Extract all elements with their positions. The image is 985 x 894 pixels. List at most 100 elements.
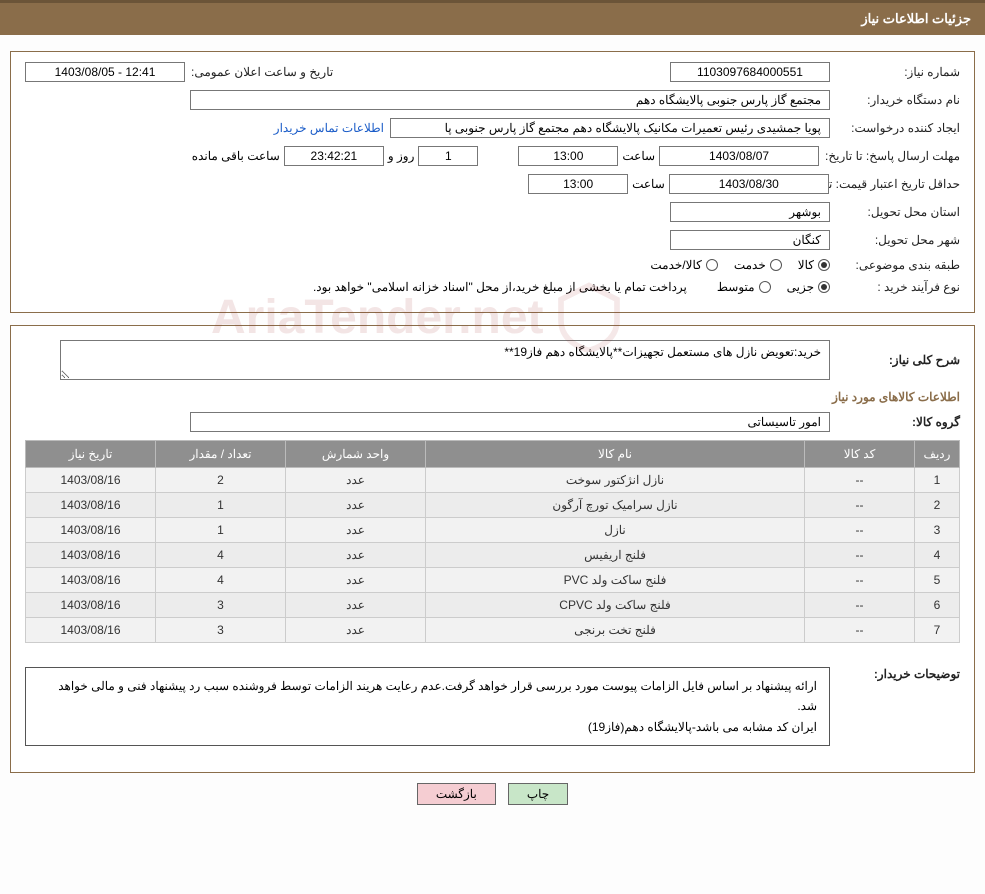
- deadline-date: 1403/08/07: [659, 146, 819, 166]
- cell-unit: عدد: [286, 518, 426, 543]
- buyer-org-label: نام دستگاه خریدار:: [830, 93, 960, 107]
- group-value: امور تاسیساتی: [190, 412, 830, 432]
- table-row: 1--نازل انژکتور سوختعدد21403/08/16: [26, 468, 960, 493]
- buyer-org-value: مجتمع گاز پارس جنوبی پالایشگاه دهم: [190, 90, 830, 110]
- group-label: گروه کالا:: [830, 415, 960, 429]
- cell-qty: 1: [156, 493, 286, 518]
- print-button[interactable]: چاپ: [508, 783, 568, 805]
- table-row: 3--نازلعدد11403/08/16: [26, 518, 960, 543]
- row-group: گروه کالا: امور تاسیساتی: [25, 412, 960, 432]
- table-row: 2--نازل سرامیک تورچ آرگونعدد11403/08/16: [26, 493, 960, 518]
- validity-time: 13:00: [528, 174, 628, 194]
- cell-idx: 3: [915, 518, 960, 543]
- back-button[interactable]: بازگشت: [417, 783, 496, 805]
- time-label-1: ساعت: [622, 149, 655, 163]
- buyer-notes-line1: ارائه پیشنهاد بر اساس فایل الزامات پیوست…: [38, 676, 817, 717]
- category-label: طبقه بندی موضوعی:: [830, 258, 960, 272]
- cat-goods[interactable]: کالا: [798, 258, 830, 272]
- cell-date: 1403/08/16: [26, 568, 156, 593]
- desc-label: شرح کلی نیاز:: [830, 353, 960, 367]
- radio-icon: [706, 259, 718, 271]
- row-process: نوع فرآیند خرید : جزیی متوسط پرداخت تمام…: [25, 280, 960, 294]
- cell-date: 1403/08/16: [26, 493, 156, 518]
- cell-unit: عدد: [286, 493, 426, 518]
- th-unit: واحد شمارش: [286, 441, 426, 468]
- cell-qty: 4: [156, 568, 286, 593]
- cell-name: فلنج تخت برنجی: [426, 618, 805, 643]
- cell-date: 1403/08/16: [26, 468, 156, 493]
- row-city: شهر محل تحویل: کنگان: [25, 230, 960, 250]
- days-word: روز و: [388, 149, 415, 163]
- cell-code: --: [805, 543, 915, 568]
- cell-name: نازل: [426, 518, 805, 543]
- buyer-notes-label: توضیحات خریدار:: [830, 655, 960, 681]
- table-row: 5--فلنج ساکت ولد PVCعدد41403/08/16: [26, 568, 960, 593]
- cell-qty: 4: [156, 543, 286, 568]
- days-remain: 1: [418, 146, 478, 166]
- cell-code: --: [805, 518, 915, 543]
- cell-name: نازل انژکتور سوخت: [426, 468, 805, 493]
- process-radio-group: جزیی متوسط: [717, 280, 830, 294]
- items-table: ردیف کد کالا نام کالا واحد شمارش تعداد /…: [25, 440, 960, 643]
- cell-unit: عدد: [286, 618, 426, 643]
- countdown: 23:42:21: [284, 146, 384, 166]
- cat-service[interactable]: خدمت: [734, 258, 782, 272]
- row-validity: حداقل تاریخ اعتبار قیمت: تا تاریخ: 1403/…: [25, 174, 960, 194]
- table-row: 7--فلنج تخت برنجیعدد31403/08/16: [26, 618, 960, 643]
- radio-icon: [759, 281, 771, 293]
- cell-name: فلنج ساکت ولد PVC: [426, 568, 805, 593]
- cell-code: --: [805, 568, 915, 593]
- cell-name: فلنج اریفیس: [426, 543, 805, 568]
- row-buyer-org: نام دستگاه خریدار: مجتمع گاز پارس جنوبی …: [25, 90, 960, 110]
- proc-medium[interactable]: متوسط: [717, 280, 771, 294]
- cell-idx: 5: [915, 568, 960, 593]
- row-buyer-notes: توضیحات خریدار: ارائه پیشنهاد بر اساس فا…: [25, 655, 960, 750]
- time-label-2: ساعت: [632, 177, 665, 191]
- page-header: جزئیات اطلاعات نیاز: [0, 0, 985, 35]
- announce-value: 12:41 - 1403/08/05: [25, 62, 185, 82]
- cell-qty: 3: [156, 593, 286, 618]
- process-label: نوع فرآیند خرید :: [830, 280, 960, 294]
- contact-link[interactable]: اطلاعات تماس خریدار: [274, 121, 384, 135]
- row-requester: ایجاد کننده درخواست: پویا جمشیدی رئیس تع…: [25, 118, 960, 138]
- validity-date: 1403/08/30: [669, 174, 829, 194]
- row-need-no: شماره نیاز: 1103097684000551 تاریخ و ساع…: [25, 62, 960, 82]
- announce-label: تاریخ و ساعت اعلان عمومی:: [185, 65, 333, 79]
- table-row: 6--فلنج ساکت ولد CPVCعدد31403/08/16: [26, 593, 960, 618]
- cell-idx: 4: [915, 543, 960, 568]
- requester-value: پویا جمشیدی رئیس تعمیرات مکانیک پالایشگا…: [390, 118, 830, 138]
- th-name: نام کالا: [426, 441, 805, 468]
- cat-both[interactable]: کالا/خدمت: [650, 258, 717, 272]
- cell-idx: 7: [915, 618, 960, 643]
- province-label: استان محل تحویل:: [830, 205, 960, 219]
- radio-checked-icon: [818, 259, 830, 271]
- buyer-notes-line2: ایران کد مشابه می باشد-پالایشگاه دهم(فاز…: [38, 717, 817, 737]
- th-code: کد کالا: [805, 441, 915, 468]
- proc-minor[interactable]: جزیی: [787, 280, 830, 294]
- buyer-notes-box: ارائه پیشنهاد بر اساس فایل الزامات پیوست…: [25, 667, 830, 746]
- cell-qty: 3: [156, 618, 286, 643]
- cell-code: --: [805, 493, 915, 518]
- cell-unit: عدد: [286, 593, 426, 618]
- cell-unit: عدد: [286, 568, 426, 593]
- need-no-label: شماره نیاز:: [830, 65, 960, 79]
- province-value: بوشهر: [670, 202, 830, 222]
- cell-unit: عدد: [286, 468, 426, 493]
- th-idx: ردیف: [915, 441, 960, 468]
- cell-name: نازل سرامیک تورچ آرگون: [426, 493, 805, 518]
- cell-unit: عدد: [286, 543, 426, 568]
- category-radio-group: کالا خدمت کالا/خدمت: [650, 258, 830, 272]
- cell-idx: 1: [915, 468, 960, 493]
- city-value: کنگان: [670, 230, 830, 250]
- cell-idx: 2: [915, 493, 960, 518]
- desc-value[interactable]: خرید:تعویض نازل های مستعمل تجهیزات**پالا…: [60, 340, 830, 380]
- items-panel: شرح کلی نیاز: خرید:تعویض نازل های مستعمل…: [10, 325, 975, 773]
- table-row: 4--فلنج اریفیسعدد41403/08/16: [26, 543, 960, 568]
- th-date: تاریخ نیاز: [26, 441, 156, 468]
- deadline-label: مهلت ارسال پاسخ: تا تاریخ:: [819, 149, 960, 163]
- row-deadline: مهلت ارسال پاسخ: تا تاریخ: 1403/08/07 سا…: [25, 146, 960, 166]
- process-note: پرداخت تمام یا بخشی از مبلغ خرید،از محل …: [313, 280, 687, 294]
- info-panel: AriaTender.net شماره نیاز: 1103097684000…: [10, 51, 975, 313]
- row-province: استان محل تحویل: بوشهر: [25, 202, 960, 222]
- table-header-row: ردیف کد کالا نام کالا واحد شمارش تعداد /…: [26, 441, 960, 468]
